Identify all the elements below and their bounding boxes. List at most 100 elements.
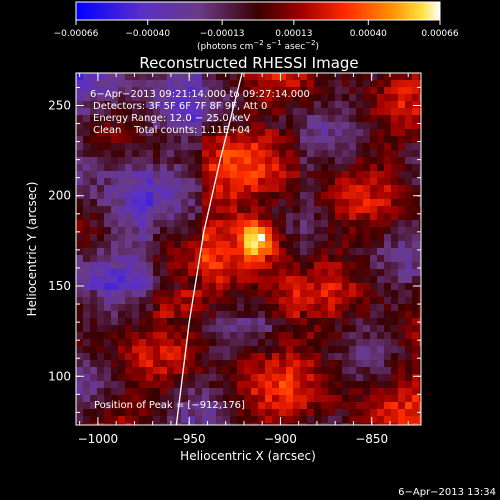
heatmap-cell [258,234,266,242]
heatmap-cell [293,248,301,256]
heatmap-cell [83,157,91,165]
heatmap-cell [419,234,421,242]
heatmap-cell [209,150,217,158]
heatmap-cell [209,136,217,144]
heatmap-cell [412,276,420,284]
heatmap-cell [321,94,329,102]
heatmap-cell [132,353,140,361]
heatmap-cell [146,367,154,375]
heatmap-cell [419,332,421,340]
heatmap-cell [181,409,189,417]
heatmap-cell [412,108,420,116]
heatmap-cell [188,290,196,298]
heatmap-cell [412,353,420,361]
heatmap-cell [195,339,203,347]
heatmap-cell [83,318,91,326]
heatmap-cell [272,290,280,298]
heatmap-cell [132,360,140,368]
heatmap-cell [377,136,385,144]
heatmap-cell [160,171,168,179]
heatmap-cell [363,304,371,312]
heatmap-cell [167,269,175,277]
heatmap-cell [419,150,421,158]
heatmap-cell [419,325,421,333]
heatmap-cell [160,255,168,263]
heatmap-cell [174,73,182,81]
heatmap-cell [377,255,385,263]
heatmap-cell [251,157,259,165]
heatmap-cell [335,178,343,186]
heatmap-cell [405,178,413,186]
heatmap-cell [419,311,421,319]
heatmap-cell [104,171,112,179]
heatmap-cell [335,164,343,172]
heatmap-cell [146,94,154,102]
heatmap-cell [153,108,161,116]
heatmap-cell [370,87,378,95]
heatmap-cell [90,283,98,291]
heatmap-cell [188,374,196,382]
heatmap-cell [398,374,406,382]
heatmap-cell [209,255,217,263]
heatmap-cell [384,297,392,305]
heatmap-cell [370,332,378,340]
heatmap-cell [321,157,329,165]
heatmap-cell [188,185,196,193]
heatmap-cell [349,402,357,410]
heatmap-cell [279,80,287,88]
heatmap-cell [223,402,231,410]
heatmap-cell [202,157,210,165]
heatmap-cell [398,388,406,396]
heatmap-cell [216,367,224,375]
heatmap-cell [307,402,315,410]
heatmap-cell [370,262,378,270]
heatmap-cell [153,115,161,123]
heatmap-cell [286,143,294,151]
heatmap-cell [349,409,357,417]
heatmap-cell [146,269,154,277]
heatmap-cell [377,311,385,319]
heatmap-cell [335,220,343,228]
heatmap-cell [363,255,371,263]
heatmap-cell [314,206,322,214]
heatmap-cell [167,220,175,228]
heatmap-cell [321,164,329,172]
heatmap-cell [104,185,112,193]
heatmap-cell [391,262,399,270]
heatmap-cell [300,339,308,347]
heatmap-cell [181,248,189,256]
heatmap-cell [244,346,252,354]
heatmap-cell [83,178,91,186]
heatmap-cell [258,129,266,137]
heatmap-cell [356,136,364,144]
heatmap-cell [405,213,413,221]
annotation-detectors: Detectors: 3F 5F 6F 7F 8F 9F, Att 0 [93,101,267,112]
heatmap-cell [328,213,336,221]
heatmap-cell [251,255,259,263]
heatmap-cell [188,213,196,221]
heatmap-cell [188,409,196,417]
heatmap-cell [293,206,301,214]
heatmap-cell [104,283,112,291]
heatmap-cell [258,297,266,305]
heatmap-cell [384,325,392,333]
heatmap-cell [370,108,378,116]
heatmap-cell [335,325,343,333]
heatmap-cell [335,234,343,242]
heatmap-cell [251,353,259,361]
heatmap-cell [286,381,294,389]
heatmap-cell [321,325,329,333]
heatmap-cell [125,101,133,109]
heatmap-cell [349,297,357,305]
heatmap-cell [237,262,245,270]
heatmap-cell [153,213,161,221]
heatmap-cell [391,150,399,158]
heatmap-cell [181,143,189,151]
heatmap-cell [216,360,224,368]
heatmap-cell [419,143,421,151]
heatmap-cell [258,192,266,200]
heatmap-cell [335,360,343,368]
heatmap-cell [342,199,350,207]
heatmap-cell [97,346,105,354]
heatmap-cell [223,409,231,417]
